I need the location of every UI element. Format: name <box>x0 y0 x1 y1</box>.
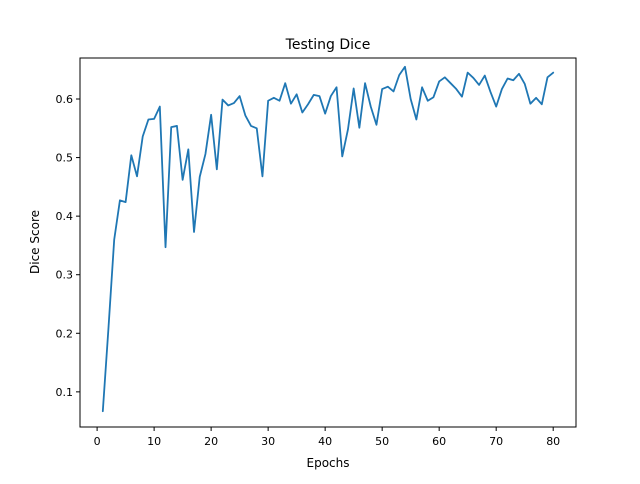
plot-frame <box>80 58 576 427</box>
axis-ticks: 0 10 20 30 40 50 60 70 80 0.1 0.2 0.3 0.4 0.5 0.6 <box>56 93 561 448</box>
x-tick-label: 10 <box>147 435 161 448</box>
x-tick-label: 80 <box>546 435 560 448</box>
series-line <box>103 67 553 411</box>
x-tick-label: 30 <box>261 435 275 448</box>
x-tick-label: 50 <box>375 435 389 448</box>
x-tick-label: 0 <box>94 435 101 448</box>
x-tick-label: 40 <box>318 435 332 448</box>
y-tick-label: 0.6 <box>56 93 74 106</box>
chart-title: Testing Dice <box>285 37 371 53</box>
series-layer <box>103 67 553 411</box>
x-axis-label: Epochs <box>307 456 350 470</box>
y-tick-label: 0.5 <box>56 152 74 165</box>
y-axis-label: Dice Score <box>28 210 42 274</box>
x-tick-label: 20 <box>204 435 218 448</box>
y-tick-label: 0.2 <box>56 327 74 340</box>
y-tick-label: 0.1 <box>56 386 74 399</box>
y-tick-label: 0.4 <box>56 210 74 223</box>
x-tick-label: 60 <box>432 435 446 448</box>
x-tick-label: 70 <box>489 435 503 448</box>
y-tick-label: 0.3 <box>56 269 74 282</box>
